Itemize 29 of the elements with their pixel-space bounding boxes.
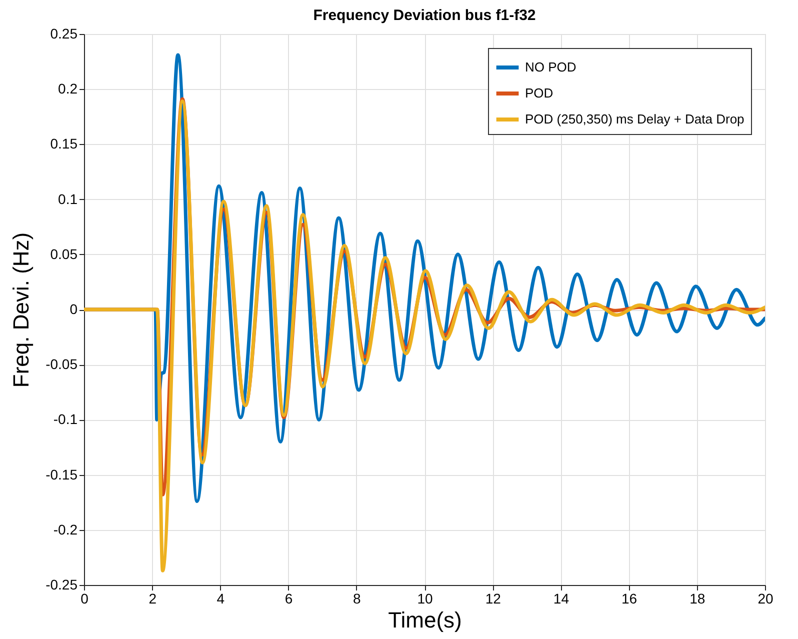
legend-label: NO POD [525, 60, 576, 74]
x-tick-label: 6 [284, 590, 293, 606]
x-tick-label: 12 [485, 590, 502, 606]
x-tick-label: 16 [622, 590, 638, 606]
y-tick-label: -0.2 [53, 521, 78, 538]
x-tick-label: 2 [148, 590, 157, 606]
x-tick-label: 8 [353, 590, 361, 606]
y-tick-label: 0.1 [58, 190, 78, 207]
x-tick-label: 18 [690, 590, 706, 606]
y-tick-label: 0 [70, 301, 78, 317]
y-tick-label: -0.05 [46, 356, 78, 372]
x-tick-label: 0 [80, 590, 89, 606]
x-axis-title: Time(s) [388, 608, 462, 632]
y-tick-label: 0.05 [50, 246, 78, 262]
y-axis-title: Freq. Devi. (Hz) [8, 232, 34, 388]
x-tick-label: 20 [758, 590, 774, 606]
x-tick-label: 10 [417, 590, 433, 606]
y-tick-label: 0.25 [50, 26, 78, 42]
x-tick-label: 4 [216, 590, 225, 606]
chart-title: Frequency Deviation bus f1-f32 [313, 7, 536, 24]
line-series [84, 99, 765, 572]
y-tick-label: -0.25 [46, 576, 78, 592]
legend-label: POD [525, 86, 554, 100]
y-tick-label: -0.1 [53, 411, 78, 428]
y-tick-label: -0.15 [46, 466, 78, 482]
x-tick-label: 14 [553, 590, 570, 606]
legend-label: POD (250,350) ms Delay + Data Drop [525, 112, 744, 126]
y-tick-label: 0.15 [50, 136, 78, 152]
y-tick-label: 0.2 [58, 80, 78, 97]
